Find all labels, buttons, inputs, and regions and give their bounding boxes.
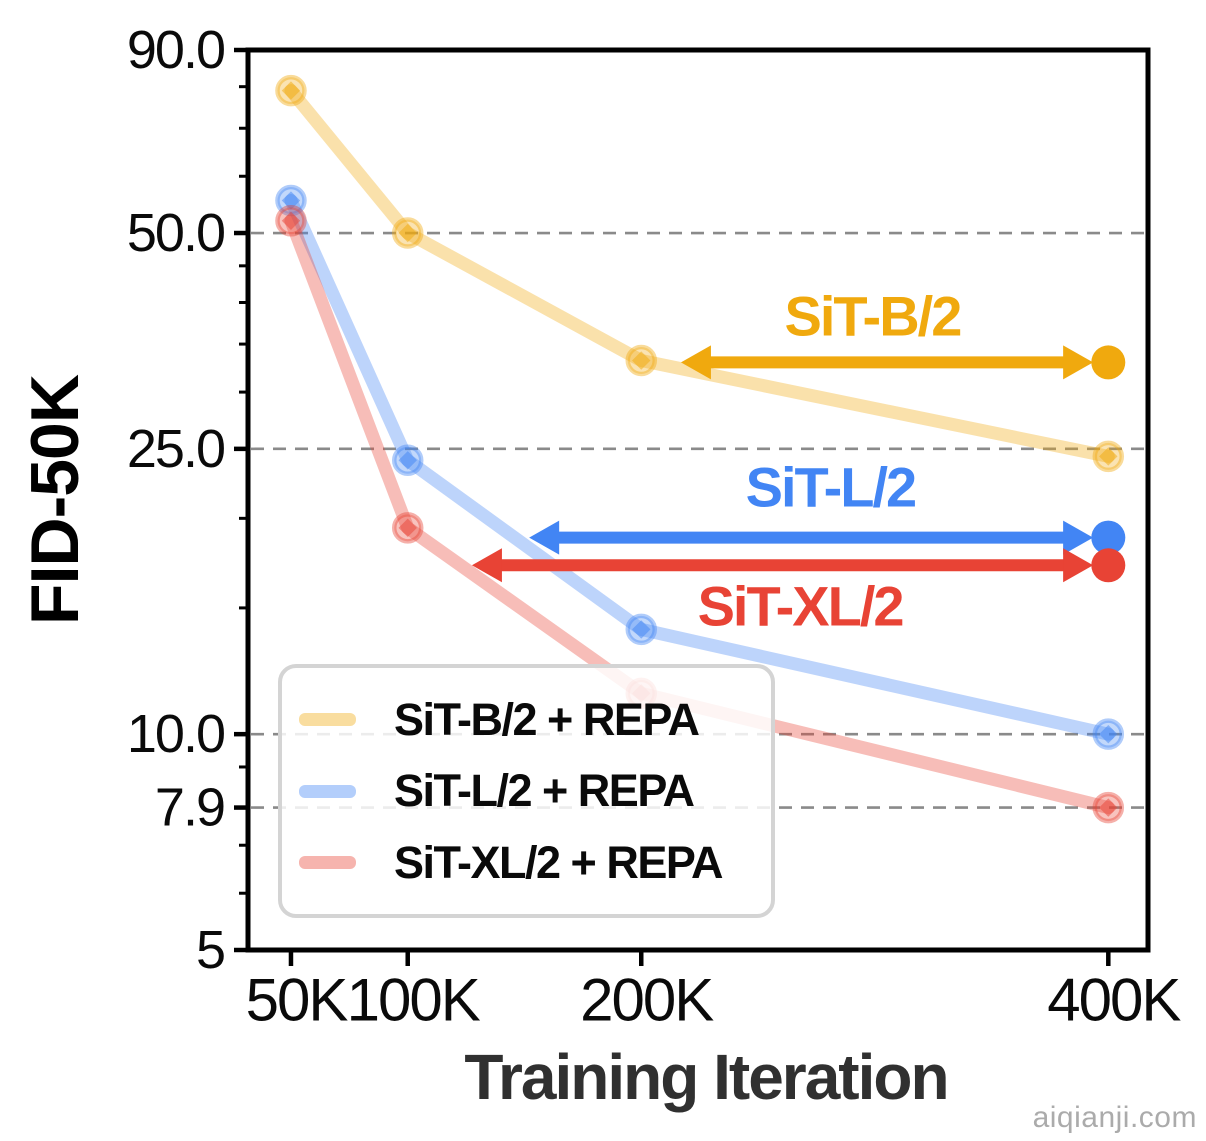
y-axis-title: FID-50K	[17, 375, 93, 625]
series-label-sit-l2: SiT-L/2	[745, 455, 918, 519]
legend-label-sit-b2-repa: SiT-B/2 + REPA	[394, 693, 700, 745]
y-tick-label-5: 5	[196, 920, 224, 980]
legend-label-sit-xl2-repa: SiT-XL/2 + REPA	[394, 836, 724, 888]
x-axis-title: Training Iteration	[464, 1041, 949, 1113]
series-marker-diamond	[398, 223, 417, 243]
series-marker-diamond	[398, 518, 417, 538]
arrow-head-right-SiT-L/2	[1063, 520, 1094, 555]
x-tick-label-200K: 200K	[580, 967, 714, 1034]
arrow-head-left-SiT-XL/2	[471, 548, 502, 583]
y-tick-label-25.0: 25.0	[127, 419, 224, 479]
series-line-0	[284, 84, 1115, 463]
arrow-head-right-SiT-B/2	[1063, 345, 1094, 380]
series-label-sit-b2: SiT-B/2	[784, 284, 963, 348]
series-marker-diamond	[1099, 798, 1118, 817]
legend-swatch-gold	[299, 713, 356, 726]
series-marker-diamond	[632, 620, 651, 639]
arrow-head-left-SiT-L/2	[529, 520, 560, 555]
series-line-2	[284, 214, 1115, 815]
legend-box: SiT-B/2 + REPA SiT-L/2 + REPA SiT-XL/2 +…	[278, 664, 775, 918]
y-tick-label-7.9: 7.9	[155, 778, 224, 838]
series-marker-diamond	[1099, 724, 1118, 744]
x-tick-label-100K: 100K	[347, 967, 481, 1034]
arrow-head-right-SiT-XL/2	[1063, 548, 1094, 583]
legend-item-sit-b2-repa: SiT-B/2 + REPA	[282, 694, 771, 746]
series-marker-diamond	[281, 211, 301, 231]
legend-item-sit-l2-repa: SiT-L/2 + REPA	[282, 765, 771, 817]
legend-item-sit-xl2-repa: SiT-XL/2 + REPA	[282, 837, 771, 889]
x-tick-label-400K: 400K	[1047, 967, 1181, 1034]
axes-box	[245, 47, 1151, 953]
series-label-sit-xl2: SiT-XL/2	[697, 574, 905, 638]
baseline-dot-SiT-B/2	[1091, 345, 1126, 380]
legend-label-sit-l2-repa: SiT-L/2 + REPA	[394, 765, 695, 816]
series-marker-diamond	[281, 191, 301, 210]
y-tick-label-90.0: 90.0	[127, 20, 224, 80]
series-line-1	[284, 194, 1115, 741]
series-marker-diamond	[632, 351, 651, 370]
legend-swatch-blue	[299, 784, 356, 798]
y-tick-label-10.0: 10.0	[127, 704, 224, 764]
x-tick-label-50K: 50K	[246, 967, 349, 1034]
y-tick-label-50.0: 50.0	[127, 203, 224, 263]
series-marker-diamond	[281, 81, 301, 100]
baseline-dot-SiT-L/2	[1091, 520, 1126, 555]
series-marker-diamond	[1099, 447, 1118, 466]
series-marker-diamond	[398, 451, 417, 470]
arrow-head-left-SiT-B/2	[680, 345, 711, 380]
legend-swatch-red	[299, 856, 356, 869]
baseline-dot-SiT-XL/2	[1091, 548, 1126, 583]
watermark: aiqianji.com	[1032, 1101, 1197, 1134]
